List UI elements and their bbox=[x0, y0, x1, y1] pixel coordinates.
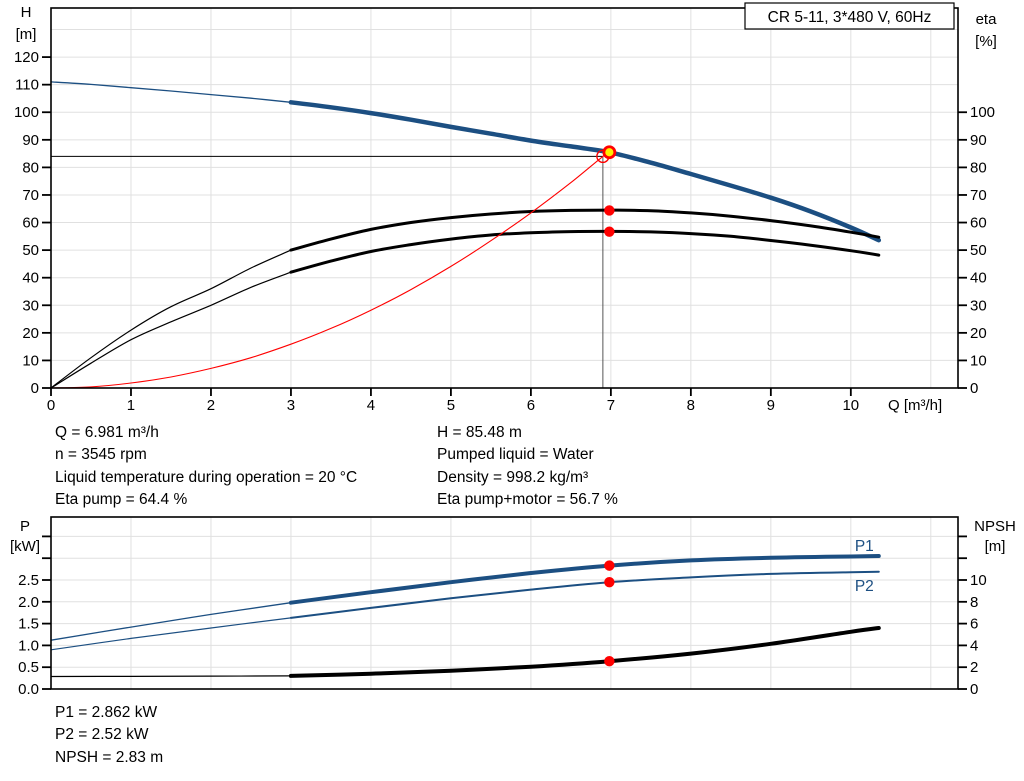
info-line-npsh: NPSH = 2.83 m bbox=[55, 748, 164, 766]
duty-info-right: H = 85.48 m Pumped liquid = Water Densit… bbox=[437, 422, 618, 512]
qh-eta-chart-plot-area[interactable] bbox=[51, 8, 958, 388]
p2-operating-point bbox=[604, 576, 615, 588]
left-axis-tick-label: 0.5 bbox=[18, 659, 39, 676]
actual-duty-point[interactable] bbox=[602, 145, 617, 160]
p1-operating-point bbox=[604, 560, 615, 571]
right-axis-tick-label: 0 bbox=[970, 681, 978, 698]
info-line-liquid: Pumped liquid = Water bbox=[437, 446, 594, 464]
head-curve-low-flow bbox=[50, 81, 292, 103]
left-axis-title: [kW] bbox=[10, 538, 40, 555]
info-line-p1: P1 = 2.862 kW bbox=[55, 704, 158, 721]
p1-curve-label: P1 bbox=[855, 538, 874, 555]
x-axis-tick-label: 8 bbox=[687, 397, 695, 414]
info-line-flow: Q = 6.981 m³/h bbox=[55, 424, 159, 441]
right-axis-title: [m] bbox=[985, 538, 1006, 555]
x-axis-tick-label: 2 bbox=[207, 397, 215, 414]
left-axis-tick-label: 60 bbox=[22, 215, 39, 232]
left-axis-tick-label: 20 bbox=[22, 325, 39, 342]
right-axis-tick-label: 40 bbox=[970, 270, 987, 287]
info-line-p2: P2 = 2.52 kW bbox=[55, 726, 149, 744]
x-axis-tick-label: 5 bbox=[447, 397, 455, 414]
left-axis-tick-label: 30 bbox=[22, 297, 39, 314]
x-axis-tick-label: 9 bbox=[767, 397, 775, 414]
left-axis-tick-label: 2.0 bbox=[18, 594, 39, 611]
npsh-operating-point bbox=[604, 656, 615, 667]
eta-pump-motor-operating-point bbox=[604, 226, 615, 237]
left-axis-tick-label: 80 bbox=[22, 159, 39, 176]
pump-title: CR 5-11, 3*480 V, 60Hz bbox=[768, 9, 932, 26]
right-axis-tick-label: 2 bbox=[970, 659, 978, 676]
x-axis-tick-label: 4 bbox=[367, 397, 375, 414]
eta-pump-operating-point bbox=[604, 205, 615, 216]
right-axis-tick-label: 50 bbox=[970, 242, 987, 259]
x-axis-title: Q [m³/h] bbox=[888, 397, 942, 414]
right-axis-tick-label: 30 bbox=[970, 297, 987, 314]
p2-curve-low-flow bbox=[50, 617, 292, 651]
eta-pump-motor-curve bbox=[289, 229, 881, 274]
x-axis-tick-label: 3 bbox=[287, 397, 295, 414]
right-axis-title: eta bbox=[976, 11, 998, 28]
x-axis-tick-label: 7 bbox=[607, 397, 615, 414]
right-axis-title: [%] bbox=[975, 33, 997, 50]
right-axis-tick-label: 0 bbox=[970, 380, 978, 397]
x-axis-tick-label: 10 bbox=[842, 397, 859, 414]
power-npsh-chart-plot-area[interactable] bbox=[51, 517, 958, 689]
left-axis-title: [m] bbox=[16, 26, 37, 43]
left-axis-tick-label: 110 bbox=[15, 77, 39, 94]
right-axis-tick-label: 10 bbox=[970, 352, 987, 369]
left-axis-title: H bbox=[21, 4, 32, 21]
left-axis-tick-label: 120 bbox=[14, 49, 39, 66]
eta-pump-curve bbox=[289, 208, 881, 252]
eta-pump-motor-curve-low-flow bbox=[50, 271, 292, 389]
p2-curve-label: P2 bbox=[855, 578, 874, 595]
system-curve bbox=[50, 151, 610, 389]
qh-eta-chart-border bbox=[50, 7, 959, 389]
right-axis-tick-label: 8 bbox=[970, 594, 978, 611]
x-axis-tick-label: 6 bbox=[527, 397, 535, 414]
p1-curve-low-flow bbox=[50, 602, 292, 641]
left-axis-tick-label: 1.5 bbox=[18, 616, 39, 633]
power-npsh-chart: 0.0 0.5 1.0 1.5 2.0 2.5 0 2 4 6 8 10 P [kW] NPSH [m] P1 P… bbox=[10, 516, 1016, 698]
qh-eta-chart: 0102030405060708090100110120010203040506… bbox=[14, 2, 998, 414]
info-line-eta-pump: Eta pump = 64.4 % bbox=[55, 491, 188, 509]
left-axis-tick-label: 10 bbox=[22, 352, 39, 369]
left-axis-tick-label: 90 bbox=[22, 132, 39, 149]
duty-info-left: Q = 6.981 m³/h n = 3545 rpm Liquid tempe… bbox=[55, 422, 357, 512]
info-line-temperature: Liquid temperature during operation = 20… bbox=[55, 468, 358, 486]
info-line-head: H = 85.48 m bbox=[437, 424, 522, 441]
power-info: P1 = 2.862 kW P2 = 2.52 kW NPSH = 2.83 m bbox=[55, 702, 163, 769]
left-axis-title: P bbox=[20, 518, 30, 535]
eta-pump-curve-low-flow bbox=[50, 249, 292, 389]
x-axis-tick-label: 0 bbox=[47, 397, 55, 414]
left-axis-tick-label: 40 bbox=[22, 270, 39, 287]
left-axis-tick-label: 100 bbox=[14, 104, 39, 121]
pump-title-box bbox=[744, 2, 955, 30]
right-axis-tick-label: 20 bbox=[970, 325, 987, 342]
right-axis-title: NPSH bbox=[974, 518, 1016, 535]
right-axis-tick-label: 80 bbox=[970, 159, 987, 176]
x-axis-tick-label: 1 bbox=[127, 397, 135, 414]
left-axis-tick-label: 50 bbox=[22, 242, 39, 259]
right-axis-tick-label: 70 bbox=[970, 187, 987, 204]
npsh-curve-low-flow bbox=[50, 675, 292, 678]
info-line-density: Density = 998.2 kg/m³ bbox=[437, 468, 589, 486]
left-axis-tick-label: 1.0 bbox=[18, 637, 39, 654]
left-axis-tick-label: 0.0 bbox=[18, 681, 39, 698]
right-axis-tick-label: 4 bbox=[970, 637, 978, 654]
left-axis-tick-label: 2.5 bbox=[18, 572, 39, 589]
info-line-eta-pumpmotor: Eta pump+motor = 56.7 % bbox=[437, 491, 618, 509]
right-axis-tick-label: 90 bbox=[970, 132, 987, 149]
power-npsh-chart-border bbox=[50, 516, 959, 690]
right-axis-tick-label: 60 bbox=[970, 215, 987, 232]
left-axis-tick-label: 0 bbox=[31, 380, 39, 397]
info-line-speed: n = 3545 rpm bbox=[55, 446, 147, 464]
head-curve bbox=[288, 100, 882, 243]
left-axis-tick-label: 70 bbox=[22, 187, 39, 204]
right-axis-tick-label: 100 bbox=[970, 104, 995, 121]
right-axis-tick-label: 10 bbox=[970, 572, 987, 589]
right-axis-tick-label: 6 bbox=[970, 616, 978, 633]
